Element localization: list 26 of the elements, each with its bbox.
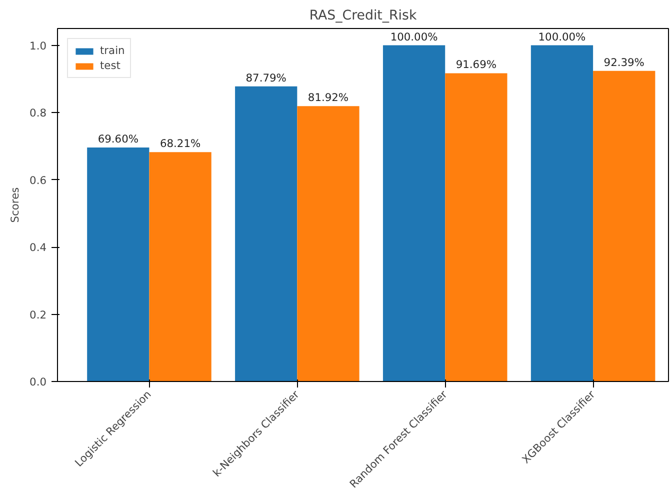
- data-label: 91.69%: [456, 58, 496, 72]
- bar: [149, 152, 212, 382]
- bar: [297, 106, 360, 382]
- data-label: 92.39%: [604, 56, 644, 69]
- y-tick-label: 0.6: [30, 174, 47, 187]
- y-tick-label: 0.0: [30, 376, 47, 388]
- bar: [235, 86, 298, 382]
- data-label: 69.60%: [98, 132, 138, 146]
- bar: [382, 45, 446, 382]
- data-label: 100.00%: [390, 30, 438, 44]
- y-tick-label: 0.2: [30, 308, 47, 322]
- y-tick-label: 0.8: [30, 106, 47, 120]
- data-label: 87.79%: [246, 71, 286, 84]
- bar: [445, 73, 508, 382]
- data-label: 100.00%: [538, 30, 586, 44]
- legend-label: test: [100, 59, 120, 72]
- bar: [87, 148, 150, 382]
- bar: [530, 45, 594, 382]
- y-tick-label: 0.4: [30, 241, 47, 254]
- y-tick-label: 1.0: [30, 39, 47, 52]
- bar: [593, 70, 656, 382]
- y-axis-title: Scores: [8, 186, 22, 223]
- legend-label: train: [100, 44, 125, 57]
- data-label: 68.21%: [160, 137, 201, 150]
- chart-title: RAS_Credit_Risk: [309, 8, 417, 24]
- data-label: 81.92%: [308, 91, 349, 104]
